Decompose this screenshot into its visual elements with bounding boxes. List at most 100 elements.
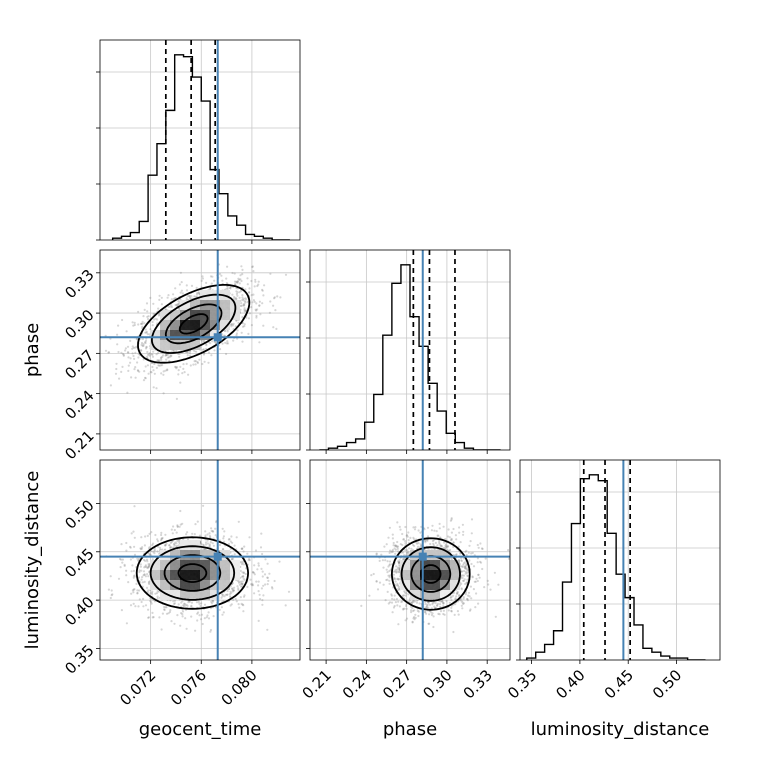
scatter-point bbox=[185, 627, 188, 630]
scatter-point bbox=[233, 544, 236, 547]
scatter-point bbox=[145, 346, 148, 349]
scatter-point bbox=[468, 609, 472, 612]
scatter-point bbox=[131, 321, 134, 324]
scatter-point bbox=[237, 603, 240, 606]
scatter-point bbox=[244, 288, 247, 291]
scatter-point bbox=[151, 593, 154, 596]
scatter-point bbox=[253, 285, 256, 288]
scatter-point bbox=[178, 355, 181, 358]
scatter-point bbox=[147, 575, 150, 578]
scatter-point bbox=[169, 305, 172, 308]
scatter-point bbox=[225, 282, 228, 285]
scatter-point bbox=[397, 623, 400, 626]
scatter-point bbox=[261, 575, 264, 578]
scatter-point bbox=[125, 541, 128, 545]
scatter-point bbox=[242, 303, 245, 306]
scatter-point bbox=[134, 376, 137, 379]
scatter-point bbox=[165, 353, 168, 356]
scatter-point bbox=[205, 344, 208, 347]
contour-geocent_time-phase-3 bbox=[137, 284, 251, 364]
scatter-point bbox=[222, 537, 225, 540]
scatter-point bbox=[181, 610, 185, 613]
scatter-point bbox=[109, 575, 112, 578]
scatter-point bbox=[151, 616, 154, 619]
scatter-point bbox=[185, 362, 188, 365]
scatter-point bbox=[175, 544, 178, 548]
scatter-point bbox=[144, 365, 147, 368]
scatter-point bbox=[242, 299, 245, 302]
scatter-point bbox=[160, 296, 163, 299]
scatter-point bbox=[190, 284, 194, 287]
scatter-point bbox=[176, 525, 179, 528]
scatter-point bbox=[195, 295, 199, 298]
scatter-point bbox=[198, 358, 201, 361]
scatter-point bbox=[484, 557, 487, 560]
scatter-point bbox=[405, 603, 408, 606]
scatter-point bbox=[129, 545, 132, 548]
scatter-point bbox=[198, 292, 201, 295]
scatter-point bbox=[178, 283, 181, 286]
scatter-point bbox=[133, 357, 136, 360]
scatter-point bbox=[160, 537, 163, 541]
scatter-point bbox=[232, 589, 235, 592]
scatter-point bbox=[152, 312, 155, 316]
scatter-point bbox=[203, 360, 206, 363]
contour-geocent_time-phase-0 bbox=[178, 313, 209, 335]
scatter-point bbox=[147, 589, 150, 592]
scatter-point bbox=[172, 293, 175, 296]
scatter-point bbox=[160, 358, 163, 361]
scatter-point bbox=[142, 379, 146, 382]
scatter-point bbox=[143, 370, 146, 373]
scatter-point bbox=[189, 354, 192, 357]
scatter-point bbox=[187, 373, 190, 376]
scatter-point bbox=[229, 604, 232, 607]
scatter-point bbox=[183, 602, 186, 606]
scatter-point bbox=[165, 353, 168, 357]
scatter-point bbox=[229, 540, 232, 543]
scatter-point bbox=[183, 371, 186, 374]
scatter-point bbox=[239, 278, 242, 281]
scatter-point bbox=[200, 613, 204, 616]
scatter-point bbox=[142, 344, 145, 347]
scatter-point bbox=[254, 549, 258, 552]
scatter-point bbox=[156, 590, 159, 593]
scatter-point bbox=[146, 591, 149, 594]
scatter-point bbox=[125, 330, 128, 333]
scatter-point bbox=[147, 562, 150, 566]
scatter-point bbox=[156, 597, 159, 600]
scatter-point bbox=[141, 337, 144, 341]
scatter-point bbox=[255, 314, 258, 317]
scatter-point bbox=[181, 613, 184, 616]
scatter-point bbox=[160, 539, 163, 542]
scatter-point bbox=[275, 327, 278, 330]
scatter-point bbox=[223, 334, 226, 337]
scatter-point bbox=[141, 344, 144, 348]
scatter-point bbox=[107, 351, 110, 354]
scatter-point bbox=[250, 294, 253, 297]
scatter-point bbox=[254, 280, 257, 283]
scatter-point bbox=[388, 582, 391, 585]
scatter-point bbox=[124, 349, 127, 352]
scatter-point bbox=[152, 318, 156, 321]
scatter-point bbox=[110, 589, 113, 592]
scatter-point bbox=[109, 384, 112, 387]
scatter-point bbox=[158, 552, 161, 555]
scatter-point bbox=[121, 318, 124, 322]
scatter-point bbox=[204, 534, 207, 537]
scatter-point bbox=[261, 570, 264, 573]
scatter-point bbox=[162, 373, 165, 376]
scatter-point bbox=[177, 302, 180, 306]
scatter-point bbox=[173, 297, 176, 300]
scatter-point bbox=[210, 600, 213, 604]
scatter-point bbox=[467, 591, 471, 594]
scatter-point bbox=[191, 532, 194, 535]
scatter-point bbox=[167, 356, 171, 359]
scatter-point bbox=[250, 306, 253, 309]
scatter-point bbox=[176, 539, 179, 543]
scatter-point bbox=[243, 304, 246, 307]
scatter-point bbox=[241, 571, 244, 574]
scatter-point bbox=[235, 280, 238, 283]
scatter-point bbox=[462, 533, 465, 536]
scatter-point bbox=[136, 589, 139, 592]
scatter-point bbox=[438, 522, 441, 526]
